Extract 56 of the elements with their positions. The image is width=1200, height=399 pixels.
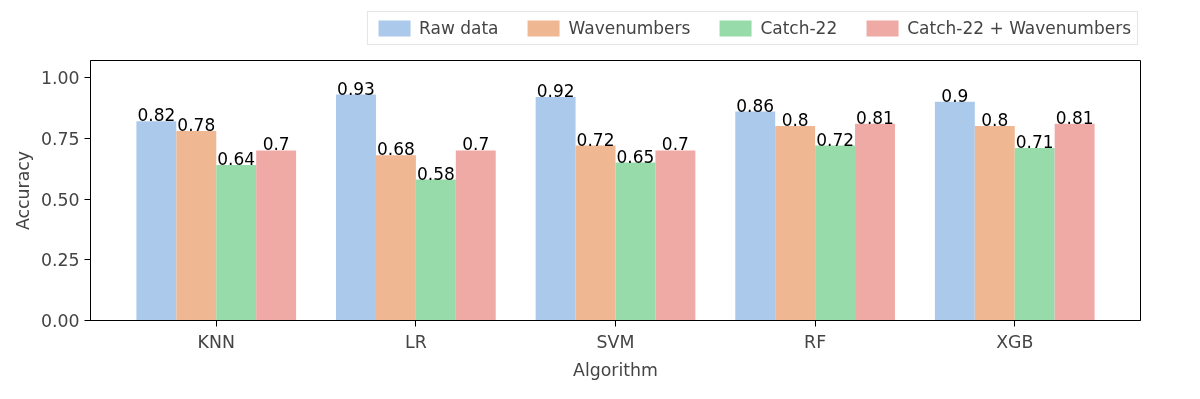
x-tick-label: RF	[804, 331, 827, 352]
data-label: 0.72	[576, 129, 615, 150]
data-label: 0.58	[416, 163, 455, 184]
bar	[415, 179, 456, 321]
data-label: 0.65	[616, 146, 655, 167]
y-tick-label: 0.50	[40, 189, 80, 210]
y-tick-label: 0.75	[40, 128, 80, 149]
bar	[775, 126, 816, 321]
data-label: 0.81	[856, 107, 894, 128]
bar	[815, 145, 856, 321]
data-label: 0.81	[1055, 107, 1094, 128]
data-label: 0.9	[941, 85, 969, 106]
bar	[455, 150, 496, 321]
data-label: 0.8	[781, 110, 809, 131]
bar	[176, 130, 217, 321]
data-label: 0.8	[981, 110, 1009, 131]
bar	[974, 126, 1015, 321]
bar	[615, 162, 656, 321]
data-label: 0.92	[536, 80, 575, 101]
x-tick-label: XGB	[996, 331, 1034, 352]
y-tick-label: 1.00	[40, 68, 80, 89]
data-label: 0.7	[262, 134, 290, 155]
data-label: 0.7	[661, 134, 689, 155]
bar	[256, 150, 297, 321]
x-tick-label: SVM	[596, 331, 635, 352]
bar	[855, 123, 895, 321]
bar	[1054, 123, 1095, 321]
legend-label: Wavenumbers	[568, 18, 691, 38]
bar	[216, 164, 257, 321]
bar	[575, 145, 616, 321]
x-axis-title: Algorithm	[573, 359, 658, 380]
data-label: 0.82	[137, 105, 176, 126]
legend-label: Catch-22	[760, 18, 838, 38]
legend-label: Catch-22 + Wavenumbers	[907, 18, 1131, 38]
data-label: 0.93	[337, 78, 375, 99]
bar	[336, 94, 376, 321]
bar	[655, 150, 696, 321]
x-tick-label: KNN	[197, 331, 235, 352]
data-label: 0.72	[816, 129, 855, 150]
bar	[136, 121, 177, 321]
data-label: 0.64	[217, 148, 256, 169]
bar	[735, 111, 776, 321]
x-tick-label: LR	[405, 331, 427, 352]
legend-label: Raw data	[419, 18, 499, 38]
data-label: 0.78	[177, 114, 216, 135]
data-label: 0.68	[376, 139, 415, 160]
bar	[934, 101, 975, 321]
data-label: 0.7	[462, 134, 490, 155]
bar	[375, 155, 416, 321]
y-tick-label: 0.00	[40, 311, 80, 331]
y-axis-title: Accuracy	[12, 150, 33, 231]
data-label: 0.71	[1015, 131, 1054, 152]
data-label: 0.86	[736, 95, 775, 116]
bar	[1014, 147, 1055, 321]
bar	[535, 96, 576, 321]
y-tick-label: 0.25	[40, 250, 80, 271]
